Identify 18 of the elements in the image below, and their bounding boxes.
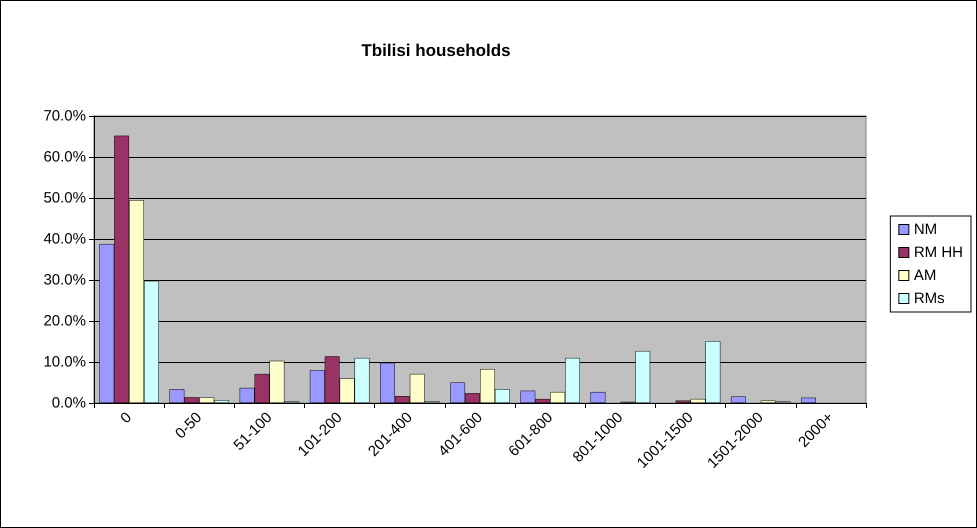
bar [590,392,606,403]
y-tick-label: 30.0% [43,272,86,288]
chart-title: Tbilisi households [361,41,511,60]
legend-label: NM [914,221,938,238]
bar [801,398,816,403]
y-tick-label: 40.0% [43,230,86,248]
y-tick-label: 50.0% [43,190,86,206]
legend-label: AM [914,267,936,284]
y-tick-label: 20.0% [43,312,86,330]
legend-label: RMs [914,290,945,307]
x-tick-label: 0 [117,408,136,427]
y-tick-label: 60.0% [43,148,86,166]
y-tick-label: 0.0% [52,394,86,412]
x-tick-label: 0-50 [172,408,206,442]
legend-label: RM HH [914,244,964,261]
y-tick-label: 10.0% [43,354,86,370]
y-tick-label: 70.0% [43,108,86,124]
bar [730,396,746,403]
